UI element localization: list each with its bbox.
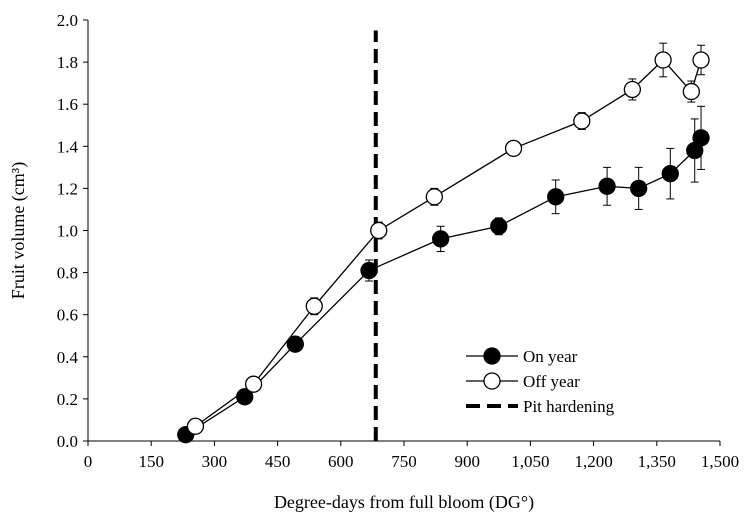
data-point-on-year <box>360 261 378 280</box>
data-point-on-year <box>286 335 304 353</box>
legend-symbol-marker <box>483 347 501 365</box>
series-group <box>177 42 710 444</box>
y-tick-label: 0.0 <box>57 432 78 451</box>
data-point-on-year <box>692 129 710 147</box>
data-point-on-year <box>490 217 508 235</box>
legend-item-pit-hardening: Pit hardening <box>466 397 615 416</box>
series-line-off-year <box>195 59 702 427</box>
data-point-off-year <box>244 375 263 393</box>
data-point-on-year <box>432 230 450 248</box>
series-on-year <box>177 105 710 444</box>
legend-item-on-year: On year <box>466 347 578 366</box>
y-tick-label: 0.6 <box>57 306 78 325</box>
x-tick-label: 1,200 <box>574 452 612 471</box>
data-point-on-year <box>661 165 679 183</box>
x-tick-label: 1,050 <box>511 452 549 471</box>
data-point-off-year <box>504 139 523 158</box>
y-tick-label: 1.0 <box>57 222 78 241</box>
series-line-on-year <box>185 137 702 436</box>
x-tick-label: 150 <box>138 452 164 471</box>
legend: On year Off year Pit hardening <box>466 347 615 416</box>
y-axis-ticks: 0.0 0.2 0.4 0.6 0.8 1.0 1.2 1.4 1.6 1.8 2.0 <box>57 11 88 451</box>
y-axis-title: Fruit volume (cm³) <box>8 162 29 299</box>
data-point-off-year <box>573 112 591 130</box>
data-point-off-year <box>425 188 443 206</box>
data-point-on-year <box>547 188 565 206</box>
x-tick-label: 1,350 <box>638 452 676 471</box>
y-tick-label: 1.4 <box>57 137 79 156</box>
y-tick-label: 1.6 <box>57 95 78 114</box>
data-point-off-year <box>186 417 205 435</box>
legend-label: On year <box>523 347 578 366</box>
x-tick-label: 450 <box>265 452 291 471</box>
legend-item-off-year: Off year <box>466 372 580 391</box>
x-tick-label: 900 <box>454 452 480 471</box>
y-tick-label: 0.2 <box>57 390 78 409</box>
x-axis-ticks: 0 150 300 450 600 750 900 1,050 1,200 1,350 1,500 <box>84 441 739 471</box>
plot-area: 0 150 300 450 600 750 900 1,050 1,200 1,350 1,500 … <box>57 11 739 471</box>
data-point-off-year <box>682 82 700 101</box>
x-tick-label: 750 <box>391 452 417 471</box>
y-tick-label: 0.8 <box>57 264 78 283</box>
legend-label: Pit hardening <box>523 397 615 416</box>
data-point-on-year <box>630 179 648 198</box>
legend-symbol-marker <box>483 372 501 390</box>
y-tick-label: 1.2 <box>57 179 78 198</box>
y-tick-label: 0.4 <box>57 348 79 367</box>
data-point-off-year <box>654 51 672 69</box>
data-point-off-year <box>305 297 323 315</box>
data-point-off-year <box>692 51 710 69</box>
series-off-year <box>186 42 710 435</box>
legend-label: Off year <box>523 372 580 391</box>
y-tick-label: 1.8 <box>57 53 78 72</box>
data-point-off-year <box>370 221 388 240</box>
x-tick-label: 1,500 <box>701 452 739 471</box>
data-point-off-year <box>623 80 642 99</box>
x-axis-title: Degree-days from full bloom (DG°) <box>274 492 534 513</box>
y-tick-label: 2.0 <box>57 11 78 30</box>
data-point-on-year <box>598 177 616 195</box>
x-tick-label: 600 <box>328 452 354 471</box>
x-tick-label: 0 <box>84 452 93 471</box>
x-tick-label: 300 <box>202 452 228 471</box>
